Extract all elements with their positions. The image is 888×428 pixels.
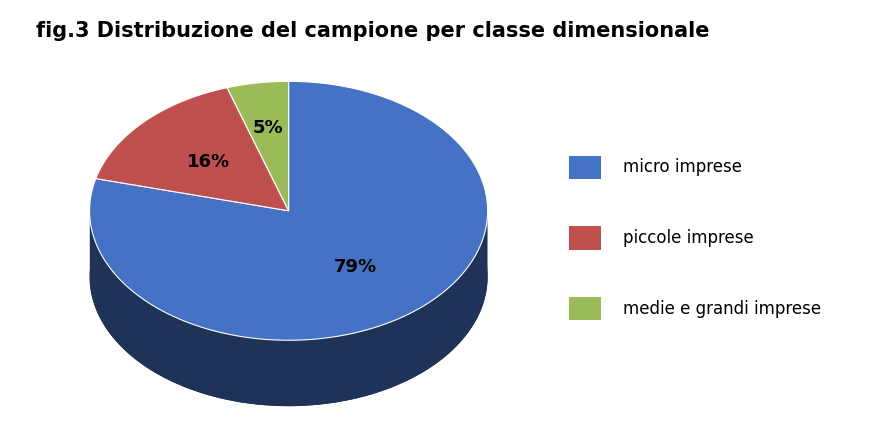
Polygon shape xyxy=(90,215,488,406)
Text: fig.3 Distribuzione del campione per classe dimensionale: fig.3 Distribuzione del campione per cla… xyxy=(36,21,710,42)
Text: medie e grandi imprese: medie e grandi imprese xyxy=(623,300,821,318)
Text: piccole imprese: piccole imprese xyxy=(623,229,754,247)
Polygon shape xyxy=(96,88,289,211)
Text: 16%: 16% xyxy=(187,153,230,171)
Text: 79%: 79% xyxy=(334,258,377,276)
Ellipse shape xyxy=(90,147,488,406)
FancyBboxPatch shape xyxy=(569,297,601,320)
FancyBboxPatch shape xyxy=(569,155,601,179)
Polygon shape xyxy=(227,81,289,211)
FancyBboxPatch shape xyxy=(569,226,601,250)
Text: micro imprese: micro imprese xyxy=(623,158,742,176)
Text: 5%: 5% xyxy=(253,119,283,137)
Polygon shape xyxy=(90,81,488,340)
